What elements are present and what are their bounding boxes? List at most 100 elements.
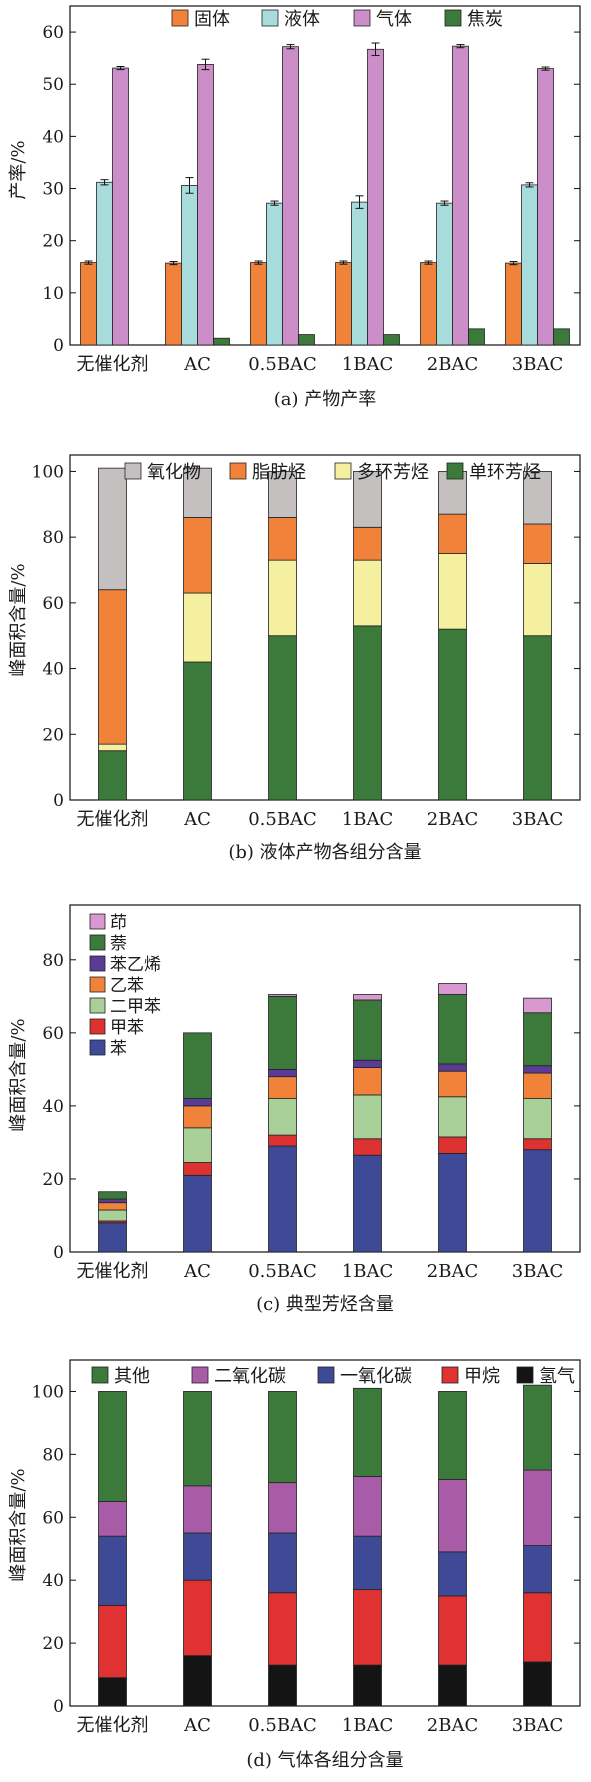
bar-甲苯-2BAC (438, 1136, 467, 1154)
x-tick-label: 2BAC (427, 809, 478, 830)
legend-swatch-液体 (261, 9, 279, 27)
y-tick-label: 0 (53, 791, 64, 811)
bar-焦炭-AC (213, 337, 230, 346)
plot-frame (69, 5, 581, 346)
x-tick-label: 1BAC (342, 1261, 393, 1282)
legend-swatch-单环芳烃 (446, 462, 464, 480)
bar-液体-2BAC (436, 202, 453, 346)
plot-frame (69, 1359, 581, 1707)
bar-气体-无催化剂 (112, 67, 129, 346)
bar-单环芳烃-2BAC (438, 628, 467, 801)
y-tick-label: 0 (53, 1697, 64, 1717)
bar-固体-无催化剂 (80, 262, 97, 346)
legend-swatch-苯乙烯 (89, 955, 106, 972)
bar-单环芳烃-AC (183, 661, 212, 801)
panel-b: 0 20 40 60 80 100 无催化剂 AC 0.5BAC 1BAC 2BAC 3BAC 峰面积含… (8, 454, 581, 863)
legend-swatch-一氧化碳 (317, 1366, 335, 1384)
legend-swatch-多环芳烃 (334, 462, 352, 480)
legend-swatch-焦炭 (444, 9, 462, 27)
bar-脂肪烃-无催化剂 (98, 589, 127, 745)
bar-多环芳烃-无催化剂 (98, 743, 127, 752)
bar-茚-1BAC (353, 994, 382, 1001)
x-tick-label: 1BAC (342, 354, 393, 375)
bar-氢气-无催化剂 (98, 1677, 127, 1707)
bar-气体-AC (197, 64, 214, 346)
bar-甲烷-1BAC (353, 1589, 382, 1666)
y-axis-label: 峰面积含量/% (8, 563, 29, 676)
bar-二甲苯-3BAC (523, 1098, 552, 1140)
bar-二氧化碳-AC (183, 1485, 212, 1534)
bar-乙苯-2BAC (438, 1070, 467, 1098)
bar-苯乙烯-2BAC (438, 1063, 467, 1072)
y-tick-label: 40 (42, 1097, 64, 1117)
panel-d: 0 20 40 60 80 100 无催化剂 AC 0.5BAC 1BAC 2BAC 3BAC 峰面积含… (8, 1359, 581, 1771)
legend-label: 焦炭 (467, 9, 503, 30)
bar-苯乙烯-AC (183, 1098, 212, 1107)
bar-苯-无催化剂 (98, 1222, 127, 1253)
x-tick-label: 2BAC (427, 354, 478, 375)
bar-其他-2BAC (438, 1391, 467, 1480)
bar-茚-0.5BAC (268, 994, 297, 997)
y-tick-label: 80 (42, 528, 64, 548)
x-tick-label: 0.5BAC (248, 354, 317, 375)
bar-固体-1BAC (335, 262, 352, 346)
bar-氧化物-1BAC (353, 471, 382, 528)
legend-label: 气体 (376, 9, 412, 30)
legend-label: 萘 (110, 934, 127, 954)
bar-氧化物-0.5BAC (268, 471, 297, 518)
bar-苯-1BAC (353, 1154, 382, 1253)
legend-swatch-其他 (91, 1366, 109, 1384)
bar-乙苯-AC (183, 1105, 212, 1129)
legend-label: 二氧化碳 (214, 1366, 286, 1387)
x-tick-label: 0.5BAC (248, 1715, 317, 1736)
x-tick-label: 3BAC (512, 1715, 563, 1736)
bar-多环芳烃-AC (183, 592, 212, 663)
legend-label: 一氧化碳 (340, 1366, 412, 1387)
bar-脂肪烃-0.5BAC (268, 517, 297, 561)
bar-氧化物-无催化剂 (98, 467, 127, 591)
y-tick-label: 50 (42, 75, 64, 95)
bar-气体-0.5BAC (282, 46, 299, 346)
legend-swatch-茚 (89, 913, 106, 930)
bar-一氧化碳-1BAC (353, 1535, 382, 1591)
bar-固体-0.5BAC (250, 262, 267, 346)
x-tick-label: 2BAC (427, 1261, 478, 1282)
bar-单环芳烃-0.5BAC (268, 635, 297, 801)
x-tick-label: 3BAC (512, 1261, 563, 1282)
y-tick-label: 30 (42, 180, 64, 200)
bar-苯-2BAC (438, 1152, 467, 1253)
plot-frame (69, 454, 581, 801)
legend-label: 脂肪烃 (252, 462, 306, 483)
bar-苯乙烯-0.5BAC (268, 1068, 297, 1078)
legend-label: 甲苯 (110, 1018, 144, 1038)
bar-单环芳烃-3BAC (523, 635, 552, 801)
y-tick-label: 60 (42, 1508, 64, 1528)
legend-swatch-脂肪烃 (229, 462, 247, 480)
bar-氢气-3BAC (523, 1661, 552, 1707)
legend-swatch-二甲苯 (89, 997, 106, 1014)
bar-焦炭-0.5BAC (298, 334, 315, 346)
y-axis-label: 峰面积含量/% (8, 1468, 29, 1581)
bar-单环芳烃-1BAC (353, 625, 382, 801)
bar-萘-3BAC (523, 1012, 552, 1067)
x-tick-label: AC (183, 809, 211, 830)
legend-swatch-二氧化碳 (191, 1366, 209, 1384)
bar-苯-0.5BAC (268, 1145, 297, 1253)
x-tick-label: 无催化剂 (77, 354, 149, 375)
bar-固体-2BAC (420, 262, 437, 346)
bar-二甲苯-AC (183, 1127, 212, 1163)
bar-多环芳烃-3BAC (523, 563, 552, 637)
x-tick-label: AC (183, 1715, 211, 1736)
bar-单环芳烃-无催化剂 (98, 750, 127, 801)
bar-多环芳烃-1BAC (353, 559, 382, 627)
bar-二氧化碳-2BAC (438, 1479, 467, 1553)
bar-氢气-1BAC (353, 1664, 382, 1707)
legend-label: 氢气 (539, 1366, 575, 1387)
bar-乙苯-0.5BAC (268, 1076, 297, 1099)
legend-label: 甲烷 (464, 1366, 500, 1387)
bar-乙苯-无催化剂 (98, 1202, 127, 1211)
x-tick-label: 1BAC (342, 1715, 393, 1736)
legend-swatch-萘 (89, 934, 106, 951)
y-tick-label: 20 (42, 232, 64, 252)
